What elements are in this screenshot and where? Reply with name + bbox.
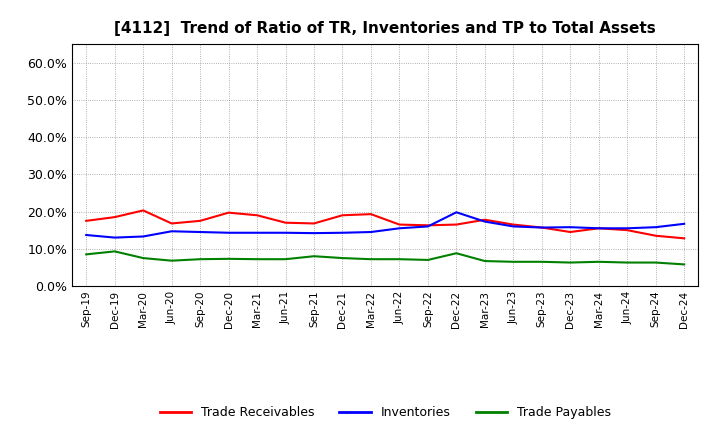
Trade Payables (139, 256, 148, 261)
Inventories (566, 224, 575, 230)
Trade Payables (196, 257, 204, 262)
Inventories (395, 226, 404, 231)
Trade Receivables (82, 218, 91, 224)
Inventories (623, 226, 631, 231)
Trade Payables (110, 249, 119, 254)
Inventories (680, 221, 688, 227)
Line: Inventories: Inventories (86, 212, 684, 238)
Inventories (652, 224, 660, 230)
Inventories (366, 229, 375, 235)
Trade Payables (395, 257, 404, 262)
Inventories (82, 232, 91, 238)
Trade Receivables (196, 218, 204, 224)
Trade Payables (680, 262, 688, 267)
Trade Payables (423, 257, 432, 263)
Trade Receivables (282, 220, 290, 225)
Trade Receivables (537, 225, 546, 230)
Inventories (537, 225, 546, 230)
Inventories (595, 226, 603, 231)
Trade Receivables (480, 217, 489, 222)
Trade Receivables (366, 212, 375, 217)
Inventories (509, 224, 518, 229)
Trade Payables (623, 260, 631, 265)
Trade Receivables (110, 214, 119, 220)
Trade Payables (253, 257, 261, 262)
Trade Payables (480, 258, 489, 264)
Inventories (310, 231, 318, 236)
Trade Receivables (310, 221, 318, 226)
Trade Payables (652, 260, 660, 265)
Line: Trade Receivables: Trade Receivables (86, 210, 684, 238)
Inventories (196, 229, 204, 235)
Inventories (139, 234, 148, 239)
Trade Receivables (680, 236, 688, 241)
Trade Receivables (452, 222, 461, 227)
Trade Receivables (566, 229, 575, 235)
Trade Payables (366, 257, 375, 262)
Inventories (225, 230, 233, 235)
Trade Payables (452, 251, 461, 256)
Trade Payables (82, 252, 91, 257)
Trade Receivables (595, 226, 603, 231)
Title: [4112]  Trend of Ratio of TR, Inventories and TP to Total Assets: [4112] Trend of Ratio of TR, Inventories… (114, 21, 656, 36)
Trade Receivables (139, 208, 148, 213)
Trade Receivables (623, 227, 631, 233)
Inventories (338, 230, 347, 235)
Trade Payables (566, 260, 575, 265)
Trade Payables (282, 257, 290, 262)
Inventories (110, 235, 119, 240)
Trade Receivables (225, 210, 233, 215)
Inventories (452, 209, 461, 215)
Inventories (253, 230, 261, 235)
Trade Receivables (253, 213, 261, 218)
Trade Receivables (509, 222, 518, 227)
Line: Trade Payables: Trade Payables (86, 251, 684, 264)
Trade Receivables (395, 222, 404, 227)
Inventories (282, 230, 290, 235)
Trade Payables (537, 259, 546, 264)
Inventories (167, 229, 176, 234)
Trade Receivables (423, 223, 432, 228)
Legend: Trade Receivables, Inventories, Trade Payables: Trade Receivables, Inventories, Trade Pa… (155, 401, 616, 424)
Trade Receivables (167, 221, 176, 226)
Trade Payables (595, 259, 603, 264)
Trade Payables (167, 258, 176, 263)
Trade Payables (225, 256, 233, 261)
Trade Payables (509, 259, 518, 264)
Trade Receivables (338, 213, 347, 218)
Trade Payables (310, 253, 318, 259)
Trade Receivables (652, 233, 660, 238)
Trade Payables (338, 256, 347, 261)
Inventories (423, 224, 432, 229)
Inventories (480, 219, 489, 224)
